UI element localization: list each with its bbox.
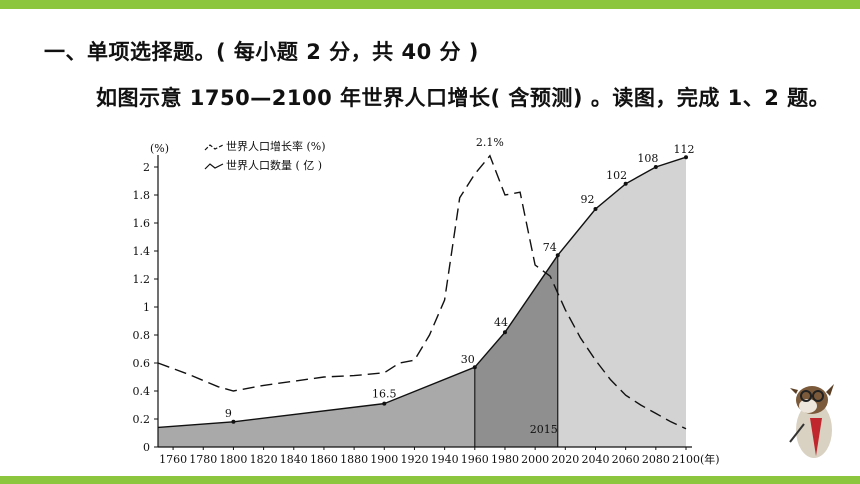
shaded-region-0: [158, 367, 475, 447]
y-tick-label: 0: [143, 441, 150, 454]
y-unit-label: (%): [150, 142, 169, 155]
y-tick-label: 1.2: [133, 273, 151, 286]
ticks: 00.20.40.60.811.21.41.61.82(%)1760 1780 18…: [133, 142, 720, 466]
x-tick-label: 1900: [370, 453, 398, 466]
population-label: 74: [543, 241, 557, 254]
population-point: [653, 165, 658, 169]
y-tick-label: 1.4: [133, 245, 151, 258]
population-label: 44: [494, 316, 508, 329]
population-point: [623, 181, 628, 186]
x-tick-label: 2060: [612, 453, 640, 466]
population-label: 102: [606, 169, 627, 182]
x-tick-label: 1760: [159, 453, 187, 466]
x-tick-label: 2100: [672, 453, 700, 466]
question-intro: 如图示意 1750—2100 年世界人口增长( 含预测) 。读图，完成 1、2 …: [96, 86, 831, 110]
population-point: [231, 419, 236, 424]
x-tick-label: 1780: [189, 453, 217, 466]
y-tick-label: 1.8: [133, 189, 151, 202]
y-tick-label: 0.6: [133, 357, 151, 370]
x-tick-label: 1800: [219, 453, 247, 466]
legend-symbol-solid: [204, 163, 224, 170]
population-label: 16.5: [372, 388, 397, 401]
year-2015-label: 2015: [530, 423, 558, 436]
bottom-accent-bar: [0, 476, 860, 484]
y-tick-label: 1.6: [133, 217, 151, 230]
shaded-regions: [158, 157, 686, 447]
population-point: [593, 207, 598, 211]
population-point: [502, 330, 507, 335]
x-tick-label: 1980: [491, 453, 519, 466]
legend-symbol-dashed: [204, 144, 224, 151]
x-tick-label: 2020: [551, 453, 579, 466]
y-tick-label: 0.2: [133, 413, 151, 426]
x-tick-label: 2080: [642, 453, 670, 466]
peak-rate-label: 2.1%: [476, 136, 504, 149]
y-tick-label: 0.4: [133, 385, 151, 398]
growth-rate-line: [157, 154, 687, 430]
population-point: [555, 253, 560, 258]
y-tick-label: 2: [143, 161, 150, 174]
y-tick-label: 1: [143, 301, 150, 314]
x-tick-label: 1960: [461, 453, 489, 466]
population-point: [472, 365, 477, 370]
population-label: 9: [225, 407, 232, 420]
series-lines: [157, 154, 687, 447]
population-point: [382, 401, 387, 406]
axes: [157, 155, 692, 448]
legend-label: 世界人口数量 ( 亿 ): [226, 159, 322, 172]
population-label: 92: [580, 193, 594, 206]
population-label: 108: [637, 152, 658, 165]
mascot-dog-image: [782, 372, 846, 470]
x-tick-label: 1920: [400, 453, 428, 466]
x-tick-label: 1820: [250, 453, 278, 466]
y-tick-label: 0.8: [133, 329, 151, 342]
legend-label: 世界人口增长率 (%): [226, 139, 326, 153]
top-accent-bar: [0, 0, 860, 9]
shaded-region-2: [557, 157, 686, 447]
x-tick-label: 1880: [340, 453, 368, 466]
x-tick-label: 1940: [431, 453, 459, 466]
population-label: 30: [461, 353, 475, 366]
population-label: 112: [674, 143, 695, 156]
question-heading: 一、单项选择题。( 每小题 2 分，共 40 分 ): [44, 40, 479, 64]
x-tick-label: 1860: [310, 453, 338, 466]
point-marks: 9 16.5 30 44 74 92 102 108 112 2.1% 2015: [225, 136, 695, 436]
shaded-region-1: [474, 255, 558, 447]
x-tick-label: 1840: [280, 453, 308, 466]
population-line: [157, 156, 687, 429]
legend: 世界人口增长率 (%) 世界人口数量 ( 亿 ): [204, 139, 326, 172]
x-unit-label: (年): [700, 452, 720, 466]
population-point: [684, 155, 688, 160]
x-tick-label: 2000: [521, 453, 549, 466]
x-tick-label: 2040: [581, 453, 609, 466]
